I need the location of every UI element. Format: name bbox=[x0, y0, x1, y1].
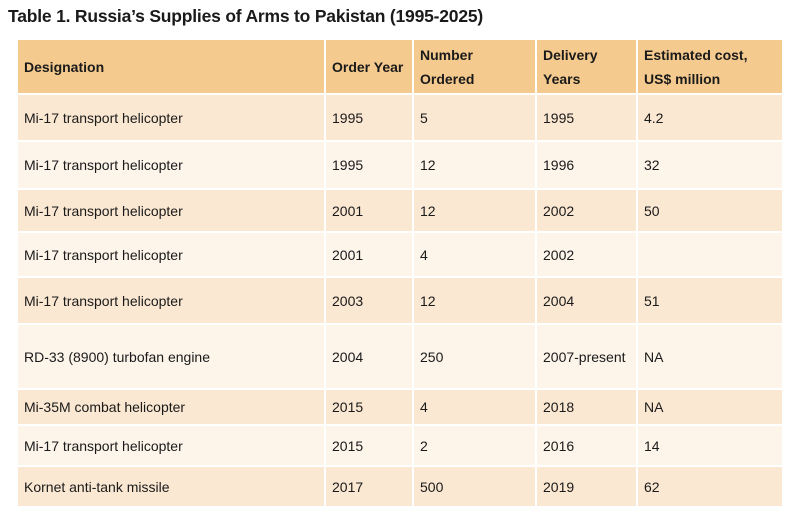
cell-designation: Mi-17 transport helicopter bbox=[16, 93, 326, 142]
header-order-year: Order Year bbox=[324, 38, 414, 95]
table-row: Mi-17 transport helicopter 1995 12 1996 32 bbox=[16, 140, 784, 190]
cell-designation: Mi-17 transport helicopter bbox=[16, 140, 326, 190]
cell-delivery-years: 2019 bbox=[535, 465, 638, 508]
cell-delivery-years: 2002 bbox=[535, 188, 638, 233]
cell-number-ordered: 500 bbox=[412, 465, 537, 508]
cell-delivery-years: 1995 bbox=[535, 93, 638, 142]
cell-estimated-cost: NA bbox=[636, 323, 784, 390]
table-row: Kornet anti-tank missile 2017 500 2019 62 bbox=[16, 465, 784, 508]
cell-estimated-cost: 50 bbox=[636, 188, 784, 233]
cell-number-ordered: 12 bbox=[412, 276, 537, 325]
cell-order-year: 2003 bbox=[324, 276, 414, 325]
cell-designation: Mi-17 transport helicopter bbox=[16, 188, 326, 233]
cell-number-ordered: 12 bbox=[412, 140, 537, 190]
cell-estimated-cost bbox=[636, 231, 784, 278]
cell-delivery-years: 2002 bbox=[535, 231, 638, 278]
cell-delivery-years: 2016 bbox=[535, 424, 638, 467]
table-row: Mi-17 transport helicopter 2001 4 2002 bbox=[16, 231, 784, 278]
cell-order-year: 2001 bbox=[324, 231, 414, 278]
table-row: Mi-17 transport helicopter 2015 2 2016 14 bbox=[16, 424, 784, 467]
cell-designation: Kornet anti-tank missile bbox=[16, 465, 326, 508]
header-estimated-cost: Estimated cost, US$ million bbox=[636, 38, 784, 95]
cell-number-ordered: 4 bbox=[412, 388, 537, 426]
cell-estimated-cost: 14 bbox=[636, 424, 784, 467]
cell-delivery-years: 2004 bbox=[535, 276, 638, 325]
cell-order-year: 2001 bbox=[324, 188, 414, 233]
cell-designation: Mi-17 transport helicopter bbox=[16, 424, 326, 467]
table-row: Mi-17 transport helicopter 2001 12 2002 50 bbox=[16, 188, 784, 233]
cell-order-year: 2017 bbox=[324, 465, 414, 508]
header-designation: Designation bbox=[16, 38, 326, 95]
table-row: Mi-17 transport helicopter 2003 12 2004 51 bbox=[16, 276, 784, 325]
cell-delivery-years: 1996 bbox=[535, 140, 638, 190]
cell-order-year: 1995 bbox=[324, 93, 414, 142]
cell-estimated-cost: 4.2 bbox=[636, 93, 784, 142]
cell-delivery-years: 2018 bbox=[535, 388, 638, 426]
cell-number-ordered: 2 bbox=[412, 424, 537, 467]
cell-order-year: 2015 bbox=[324, 424, 414, 467]
table-row: RD-33 (8900) turbofan engine 2004 250 2007-… bbox=[16, 323, 784, 390]
cell-number-ordered: 250 bbox=[412, 323, 537, 390]
header-row: Designation Order Year Number Ordered De… bbox=[16, 38, 784, 95]
cell-estimated-cost: 32 bbox=[636, 140, 784, 190]
cell-number-ordered: 5 bbox=[412, 93, 537, 142]
cell-number-ordered: 12 bbox=[412, 188, 537, 233]
cell-order-year: 1995 bbox=[324, 140, 414, 190]
cell-order-year: 2015 bbox=[324, 388, 414, 426]
cell-number-ordered: 4 bbox=[412, 231, 537, 278]
cell-delivery-years: 2007-present bbox=[535, 323, 638, 390]
cell-designation: Mi-17 transport helicopter bbox=[16, 276, 326, 325]
cell-estimated-cost: 51 bbox=[636, 276, 784, 325]
cell-estimated-cost: 62 bbox=[636, 465, 784, 508]
arms-supply-table: Designation Order Year Number Ordered De… bbox=[16, 38, 784, 508]
cell-designation: Mi-35M combat helicopter bbox=[16, 388, 326, 426]
cell-order-year: 2004 bbox=[324, 323, 414, 390]
table-row: Mi-17 transport helicopter 1995 5 1995 4.2 bbox=[16, 93, 784, 142]
cell-designation: Mi-17 transport helicopter bbox=[16, 231, 326, 278]
header-number-ordered: Number Ordered bbox=[412, 38, 537, 95]
table-row: Mi-35M combat helicopter 2015 4 2018 NA bbox=[16, 388, 784, 426]
table-title: Table 1. Russia’s Supplies of Arms to Pa… bbox=[8, 6, 484, 26]
cell-designation: RD-33 (8900) turbofan engine bbox=[16, 323, 326, 390]
header-delivery-years: Delivery Years bbox=[535, 38, 638, 95]
cell-estimated-cost: NA bbox=[636, 388, 784, 426]
